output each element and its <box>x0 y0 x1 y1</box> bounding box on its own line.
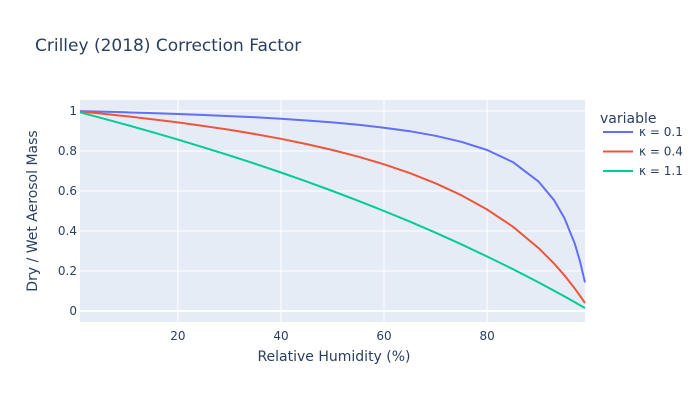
x-tick-label: 60 <box>376 329 391 343</box>
legend-item[interactable]: κ = 0.4 <box>603 145 683 159</box>
y-tick-label: 0.2 <box>58 264 77 278</box>
y-tick-label: 0.8 <box>58 144 77 158</box>
legend-label: κ = 1.1 <box>639 164 683 178</box>
legend: κ = 0.1 κ = 0.4 κ = 1.1 <box>603 125 683 178</box>
legend-item[interactable]: κ = 1.1 <box>603 164 683 178</box>
chart-title: Crilley (2018) Correction Factor <box>35 36 301 56</box>
legend-label: κ = 0.4 <box>639 145 683 159</box>
y-axis-label: Dry / Wet Aerosol Mass <box>25 130 41 291</box>
x-tick-label: 40 <box>273 329 288 343</box>
series-lines <box>79 110 586 309</box>
legend-label: κ = 0.1 <box>639 125 683 139</box>
x-tick-label: 80 <box>479 329 494 343</box>
y-tick-label: 1 <box>69 104 77 118</box>
x-tick-label: 20 <box>170 329 185 343</box>
legend-item[interactable]: κ = 0.1 <box>603 125 683 139</box>
x-axis-label: Relative Humidity (%) <box>257 349 410 365</box>
plot-area <box>80 100 585 322</box>
series-line <box>79 110 586 283</box>
y-tick-label: 0 <box>69 304 77 318</box>
y-tick-label: 0.4 <box>58 224 77 238</box>
series-line <box>79 111 586 309</box>
tick-labels: 20 40 60 80 0 0.2 0.4 0.6 0.8 1 <box>58 104 495 343</box>
y-tick-label: 0.6 <box>58 184 77 198</box>
series-line <box>79 110 586 304</box>
legend-title: variable <box>600 111 656 127</box>
